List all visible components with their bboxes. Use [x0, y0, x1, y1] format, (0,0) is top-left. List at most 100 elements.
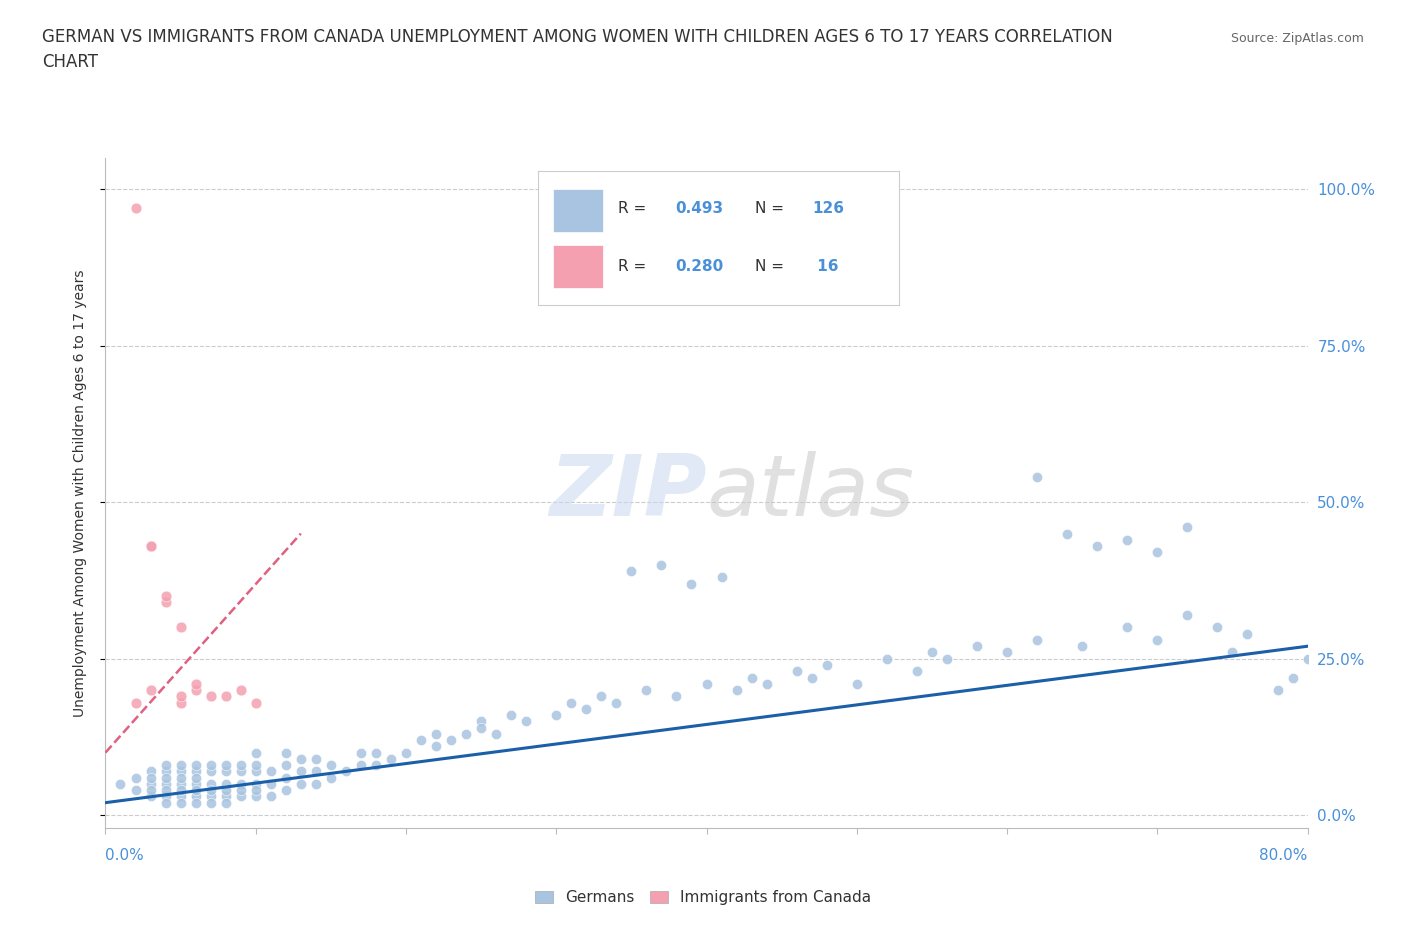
Point [845, 676, 868, 691]
Point [139, 783, 162, 798]
Point [319, 758, 342, 773]
Text: ZIP: ZIP [548, 451, 707, 535]
Point [260, 777, 283, 791]
Point [335, 764, 357, 778]
Text: GERMAN VS IMMIGRANTS FROM CANADA UNEMPLOYMENT AMONG WOMEN WITH CHILDREN AGES 6 T: GERMAN VS IMMIGRANTS FROM CANADA UNEMPLO… [42, 28, 1114, 46]
Point [184, 770, 207, 785]
Point [966, 639, 988, 654]
Point [1116, 620, 1139, 635]
Point [470, 720, 492, 735]
Point [184, 764, 207, 778]
Y-axis label: Unemployment Among Women with Children Ages 6 to 17 years: Unemployment Among Women with Children A… [73, 269, 87, 717]
Point [229, 758, 252, 773]
Point [305, 764, 328, 778]
Point [200, 758, 222, 773]
Point [936, 651, 959, 666]
Point [741, 671, 763, 685]
Point [214, 758, 236, 773]
Point [876, 651, 898, 666]
Point [200, 764, 222, 778]
Point [124, 695, 146, 710]
Point [591, 689, 613, 704]
Point [245, 745, 267, 760]
Point [260, 764, 283, 778]
Point [139, 789, 162, 804]
Point [245, 695, 267, 710]
Point [395, 745, 418, 760]
Point [650, 557, 672, 572]
Text: 0.0%: 0.0% [105, 848, 145, 863]
Point [155, 589, 177, 604]
Point [110, 777, 132, 791]
Point [169, 758, 191, 773]
Point [169, 695, 191, 710]
Point [214, 764, 236, 778]
Point [1146, 545, 1168, 560]
Point [515, 714, 537, 729]
Point [214, 777, 236, 791]
Point [155, 783, 177, 798]
Point [1267, 683, 1289, 698]
Point [546, 708, 568, 723]
Point [1085, 538, 1108, 553]
Point [1175, 607, 1198, 622]
Point [139, 683, 162, 698]
Point [995, 645, 1018, 660]
Point [425, 739, 447, 754]
Point [155, 795, 177, 810]
Point [169, 770, 191, 785]
Point [364, 745, 387, 760]
Point [184, 758, 207, 773]
Point [184, 676, 207, 691]
Point [214, 783, 236, 798]
Point [380, 751, 402, 766]
Point [155, 595, 177, 610]
Point [485, 726, 508, 741]
Point [1206, 620, 1229, 635]
Point [124, 201, 146, 216]
Point [725, 683, 748, 698]
Point [470, 714, 492, 729]
Point [184, 783, 207, 798]
Point [229, 764, 252, 778]
Point [696, 676, 718, 691]
Point [1071, 639, 1094, 654]
Point [1222, 645, 1244, 660]
Point [229, 683, 252, 698]
Point [815, 658, 838, 672]
Point [1146, 632, 1168, 647]
Point [319, 770, 342, 785]
Point [169, 689, 191, 704]
Point [501, 708, 523, 723]
Point [605, 695, 627, 710]
Point [1056, 526, 1078, 541]
Point [200, 789, 222, 804]
Point [184, 795, 207, 810]
Point [169, 795, 191, 810]
Point [229, 783, 252, 798]
Point [184, 683, 207, 698]
Point [245, 783, 267, 798]
Point [229, 777, 252, 791]
Point [169, 620, 191, 635]
Point [155, 764, 177, 778]
Point [214, 689, 236, 704]
Point [921, 645, 943, 660]
Point [155, 789, 177, 804]
Point [305, 751, 328, 766]
Point [245, 764, 267, 778]
Point [905, 664, 928, 679]
Point [155, 777, 177, 791]
Point [169, 789, 191, 804]
Point [710, 570, 733, 585]
Point [440, 733, 463, 748]
Point [169, 764, 191, 778]
Point [1296, 651, 1319, 666]
Point [274, 783, 297, 798]
Point [350, 758, 373, 773]
Legend: Germans, Immigrants from Canada: Germans, Immigrants from Canada [527, 883, 879, 913]
Point [1175, 520, 1198, 535]
Point [1281, 671, 1303, 685]
Point [155, 758, 177, 773]
Point [1026, 470, 1049, 485]
